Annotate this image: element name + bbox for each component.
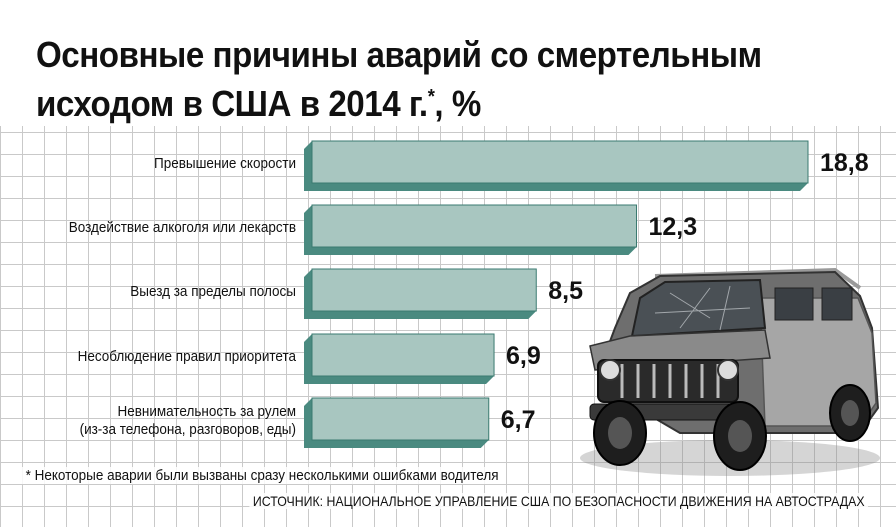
bar — [311, 140, 809, 184]
category-label-line: Выезд за пределы полосы — [130, 283, 296, 300]
category-label: Выезд за пределы полосы — [26, 283, 296, 301]
footnote: * Некоторые аварии были вызваны сразу не… — [22, 467, 503, 484]
value-label: 12,3 — [649, 213, 698, 241]
category-label: Превышение скорости — [26, 155, 296, 173]
bar — [311, 397, 490, 441]
category-label: Несоблюдение правил приоритета — [26, 348, 296, 366]
bar — [311, 333, 495, 377]
chart-title: Основные причины аварий со смертельным ис… — [36, 34, 762, 124]
source-note: ИСТОЧНИК: НАЦИОНАЛЬНОЕ УПРАВЛЕНИЕ США ПО… — [249, 493, 868, 509]
bar-depth — [304, 398, 489, 448]
category-label: Воздействие алкоголя или лекарств — [26, 219, 296, 237]
bar-depth — [304, 334, 495, 384]
category-label-line: Воздействие алкоголя или лекарств — [68, 219, 296, 236]
category-label-line: Превышение скорости — [153, 155, 296, 172]
category-label: Невнимательность за рулем (из-за телефона… — [26, 403, 296, 439]
category-label-line: Несоблюдение правил приоритета — [77, 348, 296, 365]
value-label: 6,9 — [506, 342, 541, 370]
title-panel: Основные причины аварий со смертельным ис… — [0, 0, 896, 126]
value-label: 6,7 — [501, 406, 536, 434]
damaged-suv-illustration — [580, 267, 880, 476]
bar — [311, 268, 537, 312]
bar — [311, 204, 638, 248]
value-label: 8,5 — [548, 277, 583, 305]
bar-depth — [304, 205, 637, 255]
category-label-line: (из-за телефона, разговоров, еды) — [79, 421, 296, 438]
bar-depth — [304, 269, 537, 319]
value-label: 18,8 — [820, 149, 869, 177]
bar-depth — [304, 141, 808, 191]
category-label-line: Невнимательность за рулем — [117, 403, 296, 420]
